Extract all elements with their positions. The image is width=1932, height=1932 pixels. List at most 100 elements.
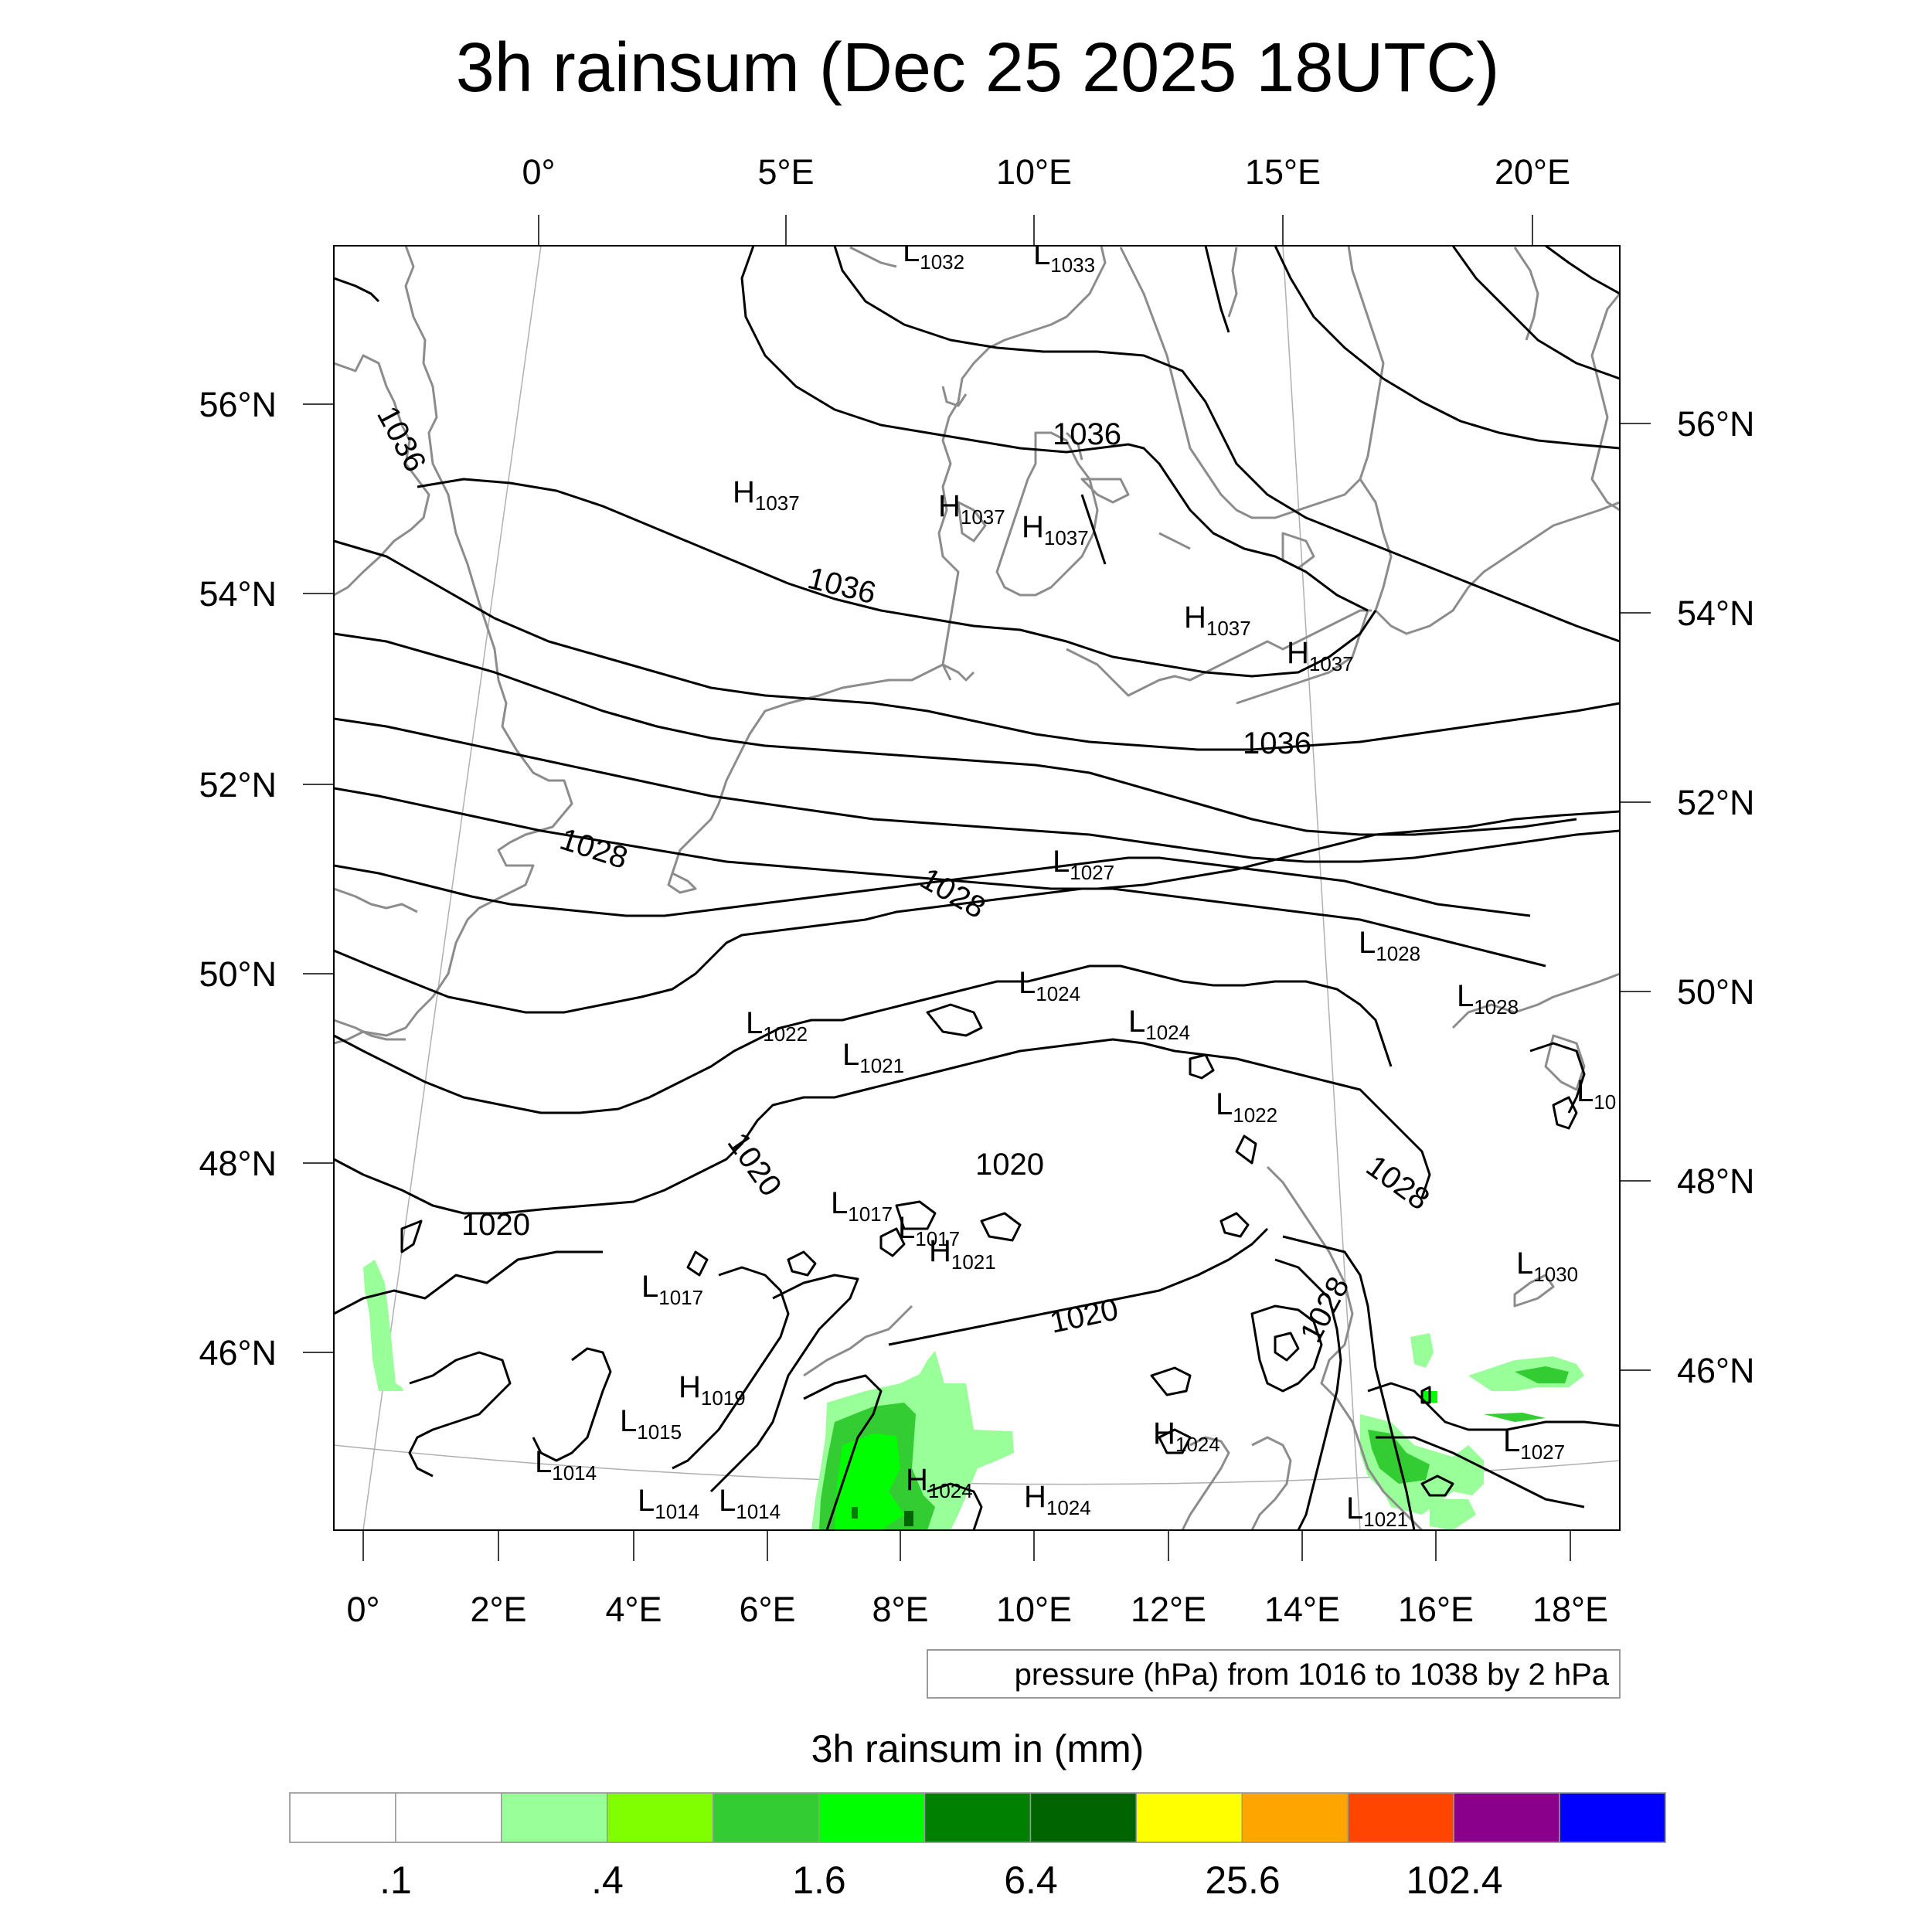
- tick-marks: [303, 215, 1651, 1561]
- colorbar-swatch: [923, 1792, 1032, 1843]
- lat-tick-label: 50°N: [199, 954, 277, 994]
- lat-tick-label: 52°N: [199, 765, 277, 804]
- lat-tick-label: 54°N: [199, 574, 277, 614]
- colorbar-swatch: [501, 1792, 608, 1843]
- colorbar-swatch: [1241, 1792, 1349, 1843]
- lon-tick-label: 16°E: [1398, 1590, 1474, 1629]
- isobar-label: 1036: [1053, 417, 1121, 451]
- high-pressure-center: H1037: [733, 475, 800, 515]
- colorbar-swatch: [712, 1792, 820, 1843]
- low-pressure-center: L1014: [535, 1445, 597, 1485]
- map-frame: [333, 245, 1621, 1531]
- low-pressure-center: L1017: [898, 1211, 960, 1250]
- lon-tick-label: 12°E: [1131, 1590, 1206, 1629]
- colorbar-frame: [289, 1792, 1666, 1843]
- high-pressure-center: H1024: [906, 1463, 973, 1502]
- low-pressure-center: L1021: [842, 1038, 904, 1077]
- isobars: [334, 246, 1620, 1530]
- lon-tick-label: 4°E: [605, 1590, 662, 1629]
- lat-tick-label: 54°N: [1677, 594, 1755, 633]
- lon-tick-label: 8°E: [872, 1590, 928, 1629]
- low-pressure-center: L10: [1577, 1074, 1616, 1114]
- lat-tick-label: 46°N: [1677, 1351, 1755, 1390]
- map-title: 3h rainsum (Dec 25 2025 18UTC): [456, 29, 1500, 107]
- lon-tick-label: 2°E: [470, 1590, 526, 1629]
- colorbar-label: .4: [591, 1859, 624, 1902]
- low-pressure-center: L1030: [1516, 1247, 1578, 1286]
- high-pressure-center: H1024: [1024, 1480, 1091, 1519]
- right-latitude-labels: 56°N 54°N 52°N 50°N 48°N 46°N: [1677, 404, 1755, 1390]
- lon-tick-label: 14°E: [1264, 1590, 1340, 1629]
- isobar-label: 1020: [1047, 1292, 1121, 1340]
- colorbar-swatch: [818, 1792, 926, 1843]
- isobar-label: 1020: [461, 1208, 530, 1242]
- lat-tick-label: 48°N: [199, 1144, 277, 1183]
- high-pressure-center: H1037: [1287, 636, 1354, 675]
- lon-tick-label: 0°: [522, 152, 555, 192]
- low-pressure-center: L1033: [1033, 237, 1095, 277]
- isobar-label: 1036: [804, 561, 879, 611]
- colorbar-swatch: [395, 1792, 502, 1843]
- lon-tick-label: 5°E: [757, 152, 814, 192]
- low-pressure-center: L1028: [1359, 926, 1420, 965]
- colorbar-swatch: [289, 1792, 396, 1843]
- low-pressure-center: L1014: [719, 1484, 781, 1523]
- lon-tick-label: 10°E: [996, 1590, 1072, 1629]
- colorbar-swatch: [607, 1792, 714, 1843]
- lat-tick-label: 50°N: [1677, 972, 1755, 1012]
- lat-tick-label: 46°N: [199, 1333, 277, 1372]
- lat-tick-label: 52°N: [1677, 783, 1755, 822]
- low-pressure-center: L1015: [620, 1404, 682, 1444]
- low-pressure-center: L1017: [641, 1270, 703, 1309]
- isobar-label: 1036: [1243, 726, 1311, 760]
- map-area: 1036 1036 1036 1036 1028 1028 1028 1028 …: [334, 237, 1620, 1531]
- isobar-label: 1028: [556, 822, 631, 876]
- colorbar-label: .1: [379, 1859, 412, 1902]
- lat-tick-label: 56°N: [199, 385, 277, 424]
- lon-tick-label: 20°E: [1495, 152, 1570, 192]
- low-pressure-center: L1022: [1216, 1087, 1277, 1127]
- pressure-centers: L1032 L1033 H1037 H1037 H1037 H1037 H103…: [535, 237, 1616, 1531]
- low-pressure-center: L1014: [638, 1484, 699, 1523]
- high-pressure-center: H1019: [679, 1370, 746, 1410]
- bottom-longitude-labels: 0° 2°E 4°E 6°E 8°E 10°E 12°E 14°E 16°E 1…: [346, 1590, 1608, 1629]
- low-pressure-center: L1027: [1053, 845, 1114, 884]
- precipitation-shading: [363, 1260, 1584, 1530]
- lon-tick-label: 18°E: [1532, 1590, 1608, 1629]
- lon-tick-label: 15°E: [1245, 152, 1321, 192]
- colorbar-swatch: [1135, 1792, 1243, 1843]
- colorbar-label: 102.4: [1406, 1859, 1502, 1902]
- colorbar-swatch: [1347, 1792, 1454, 1843]
- colorbar-labels: .1 .4 1.6 6.4 25.6 102.4: [379, 1859, 1502, 1902]
- colorbar-swatch: [1559, 1792, 1666, 1843]
- lon-tick-label: 6°E: [739, 1590, 795, 1629]
- high-pressure-center: H1037: [1022, 510, 1089, 549]
- low-pressure-center: L1021: [1346, 1492, 1408, 1531]
- colorbar-label: 25.6: [1205, 1859, 1280, 1902]
- left-latitude-labels: 56°N 54°N 52°N 50°N 48°N 46°N: [199, 385, 277, 1372]
- pressure-note: pressure (hPa) from 1016 to 1038 by 2 hP…: [927, 1649, 1621, 1699]
- low-pressure-center: L1028: [1457, 979, 1519, 1019]
- colorbar-title: 3h rainsum in (mm): [811, 1727, 1145, 1770]
- high-pressure-center: H1021: [929, 1234, 996, 1274]
- high-pressure-center: H1037: [1184, 600, 1251, 640]
- high-pressure-center: H1037: [938, 489, 1005, 529]
- colorbar: [289, 1792, 1666, 1843]
- low-pressure-center: L1027: [1503, 1424, 1565, 1464]
- pressure-note-text: pressure (hPa) from 1016 to 1038 by 2 hP…: [1015, 1658, 1610, 1692]
- lon-tick-label: 10°E: [996, 152, 1072, 192]
- colorbar-swatch: [1029, 1792, 1138, 1843]
- colorbar-label: 6.4: [1004, 1859, 1058, 1902]
- lat-tick-label: 48°N: [1677, 1162, 1755, 1201]
- lon-tick-label: 0°: [346, 1590, 379, 1629]
- colorbar-swatch: [1453, 1792, 1560, 1843]
- low-pressure-center: L1024: [1019, 966, 1080, 1005]
- high-pressure-center: H1024: [1153, 1417, 1220, 1456]
- low-pressure-center: L1017: [831, 1186, 893, 1226]
- isobar-label: 1028: [915, 862, 992, 926]
- colorbar-label: 1.6: [792, 1859, 846, 1902]
- lat-tick-label: 56°N: [1677, 404, 1755, 444]
- top-longitude-labels: 0° 5°E 10°E 15°E 20°E: [522, 152, 1570, 192]
- isobar-label: 1020: [975, 1148, 1044, 1182]
